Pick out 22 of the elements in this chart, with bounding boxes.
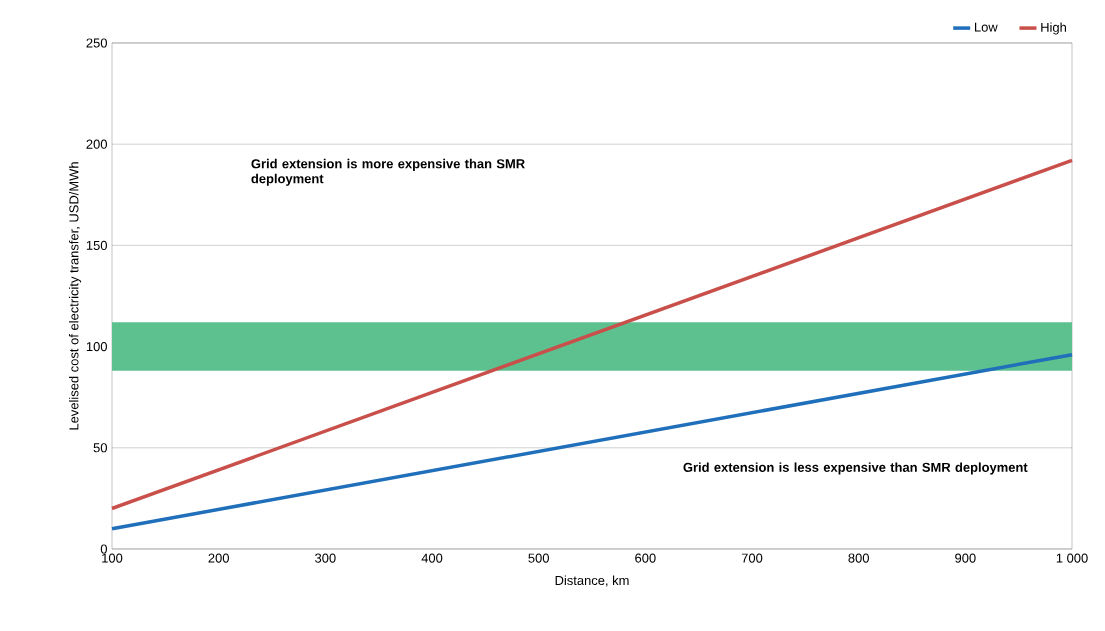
legend-label: High <box>1041 22 1066 35</box>
x-tick-label: 800 <box>848 553 869 563</box>
annotation: Grid extension is more expensive than SMR deployment <box>251 158 525 186</box>
x-tick-label: 200 <box>208 553 229 563</box>
legend-label: Low <box>975 22 998 32</box>
y-tick-label: 0 <box>100 544 107 554</box>
y-tick-label: 50 <box>93 443 107 453</box>
x-tick-label: 700 <box>741 553 763 563</box>
y-tick-label: 150 <box>86 240 107 250</box>
y-tick-label: 250 <box>86 38 107 48</box>
x-axis-title: Distance, km <box>555 575 629 587</box>
annotation: Grid extension is less expensive than SMR deployment <box>683 462 1028 475</box>
y-tick-label: 200 <box>86 139 107 149</box>
y-axis-title: Levelised cost of electricity transfer, USD/MWh <box>68 162 82 430</box>
x-tick-label: 500 <box>528 553 549 563</box>
y-tick-label: 100 <box>86 342 107 352</box>
x-tick-label: 100 <box>102 553 123 563</box>
x-tick-label: 900 <box>955 553 976 563</box>
x-tick-label: 400 <box>421 553 443 563</box>
x-tick-label: 600 <box>635 553 656 563</box>
x-tick-label: 1 000 <box>1056 553 1088 563</box>
x-tick-label: 300 <box>315 553 336 563</box>
